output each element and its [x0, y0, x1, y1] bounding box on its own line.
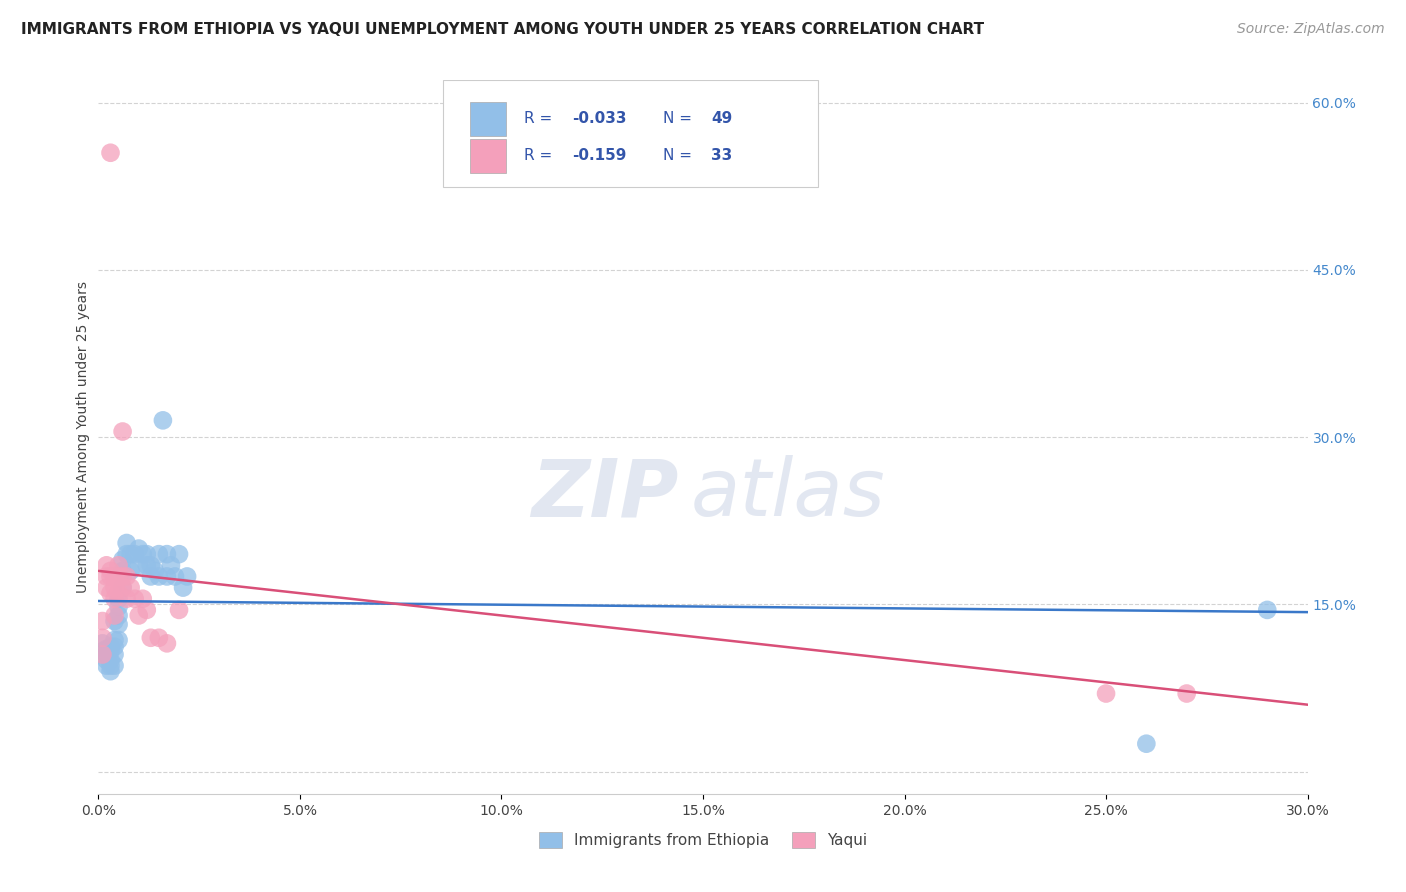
Point: [91, 614, 114, 628]
Point: [103, 608, 125, 623]
Point: [143, 564, 166, 578]
Point: [1095, 687, 1118, 701]
Point: [156, 636, 179, 650]
Point: [120, 564, 142, 578]
Point: [128, 608, 150, 623]
Point: [107, 633, 129, 648]
Point: [96, 658, 118, 673]
Point: [135, 558, 157, 573]
Point: [139, 558, 162, 573]
Point: [91, 648, 114, 662]
Point: [148, 547, 170, 561]
Text: N =: N =: [664, 112, 697, 127]
Point: [124, 547, 146, 561]
Point: [132, 591, 155, 606]
Point: [1256, 603, 1278, 617]
Point: [107, 569, 129, 583]
Point: [128, 541, 150, 556]
Point: [1135, 737, 1157, 751]
Point: [115, 591, 138, 606]
Text: -0.159: -0.159: [572, 148, 627, 163]
Point: [103, 658, 125, 673]
Point: [115, 569, 138, 583]
Point: [91, 644, 114, 658]
Point: [111, 564, 134, 578]
Point: [139, 569, 162, 583]
Point: [100, 564, 122, 578]
Text: IMMIGRANTS FROM ETHIOPIA VS YAQUI UNEMPLOYMENT AMONG YOUTH UNDER 25 YEARS CORREL: IMMIGRANTS FROM ETHIOPIA VS YAQUI UNEMPL…: [21, 22, 984, 37]
Point: [91, 636, 114, 650]
Point: [107, 558, 129, 573]
Point: [96, 648, 118, 662]
Point: [91, 631, 114, 645]
Point: [172, 581, 194, 595]
FancyBboxPatch shape: [443, 80, 818, 187]
Point: [167, 603, 190, 617]
Point: [156, 569, 179, 583]
Point: [103, 591, 125, 606]
Text: ZIP: ZIP: [531, 455, 679, 533]
Point: [111, 552, 134, 567]
Point: [103, 633, 125, 648]
FancyBboxPatch shape: [470, 139, 506, 173]
Point: [100, 653, 122, 667]
Point: [100, 644, 122, 658]
Point: [120, 547, 142, 561]
Point: [135, 547, 157, 561]
Point: [96, 558, 118, 573]
Text: Source: ZipAtlas.com: Source: ZipAtlas.com: [1237, 22, 1385, 37]
Text: atlas: atlas: [690, 455, 886, 533]
Point: [176, 569, 198, 583]
Point: [100, 640, 122, 654]
Point: [100, 664, 122, 679]
Point: [111, 581, 134, 595]
Point: [1175, 687, 1198, 701]
Point: [100, 145, 122, 160]
Point: [139, 631, 162, 645]
Point: [128, 558, 150, 573]
Point: [107, 591, 129, 606]
Point: [103, 640, 125, 654]
Point: [120, 581, 142, 595]
Point: [96, 653, 118, 667]
Point: [103, 581, 125, 595]
Point: [135, 603, 157, 617]
Point: [148, 631, 170, 645]
Legend: Immigrants from Ethiopia, Yaqui: Immigrants from Ethiopia, Yaqui: [533, 826, 873, 854]
Point: [96, 581, 118, 595]
Point: [148, 569, 170, 583]
Point: [100, 586, 122, 600]
Point: [152, 413, 174, 427]
Point: [103, 614, 125, 628]
Point: [160, 558, 183, 573]
Point: [167, 547, 190, 561]
Point: [111, 581, 134, 595]
Point: [156, 547, 179, 561]
Point: [132, 547, 155, 561]
Text: N =: N =: [664, 148, 697, 163]
Text: R =: R =: [524, 148, 562, 163]
Text: -0.033: -0.033: [572, 112, 627, 127]
Point: [100, 658, 122, 673]
Text: 33: 33: [711, 148, 733, 163]
Point: [115, 547, 138, 561]
Point: [115, 536, 138, 550]
Point: [103, 648, 125, 662]
Point: [96, 642, 118, 657]
Point: [96, 569, 118, 583]
Point: [163, 569, 186, 583]
Y-axis label: Unemployment Among Youth under 25 years: Unemployment Among Youth under 25 years: [76, 281, 90, 593]
Point: [124, 591, 146, 606]
Point: [107, 599, 129, 614]
Point: [103, 569, 125, 583]
Point: [107, 617, 129, 632]
Point: [111, 569, 134, 583]
Point: [107, 586, 129, 600]
Point: [111, 425, 134, 439]
Point: [100, 569, 122, 583]
FancyBboxPatch shape: [470, 102, 506, 136]
Text: R =: R =: [524, 112, 557, 127]
Text: 49: 49: [711, 112, 733, 127]
Point: [107, 608, 129, 623]
